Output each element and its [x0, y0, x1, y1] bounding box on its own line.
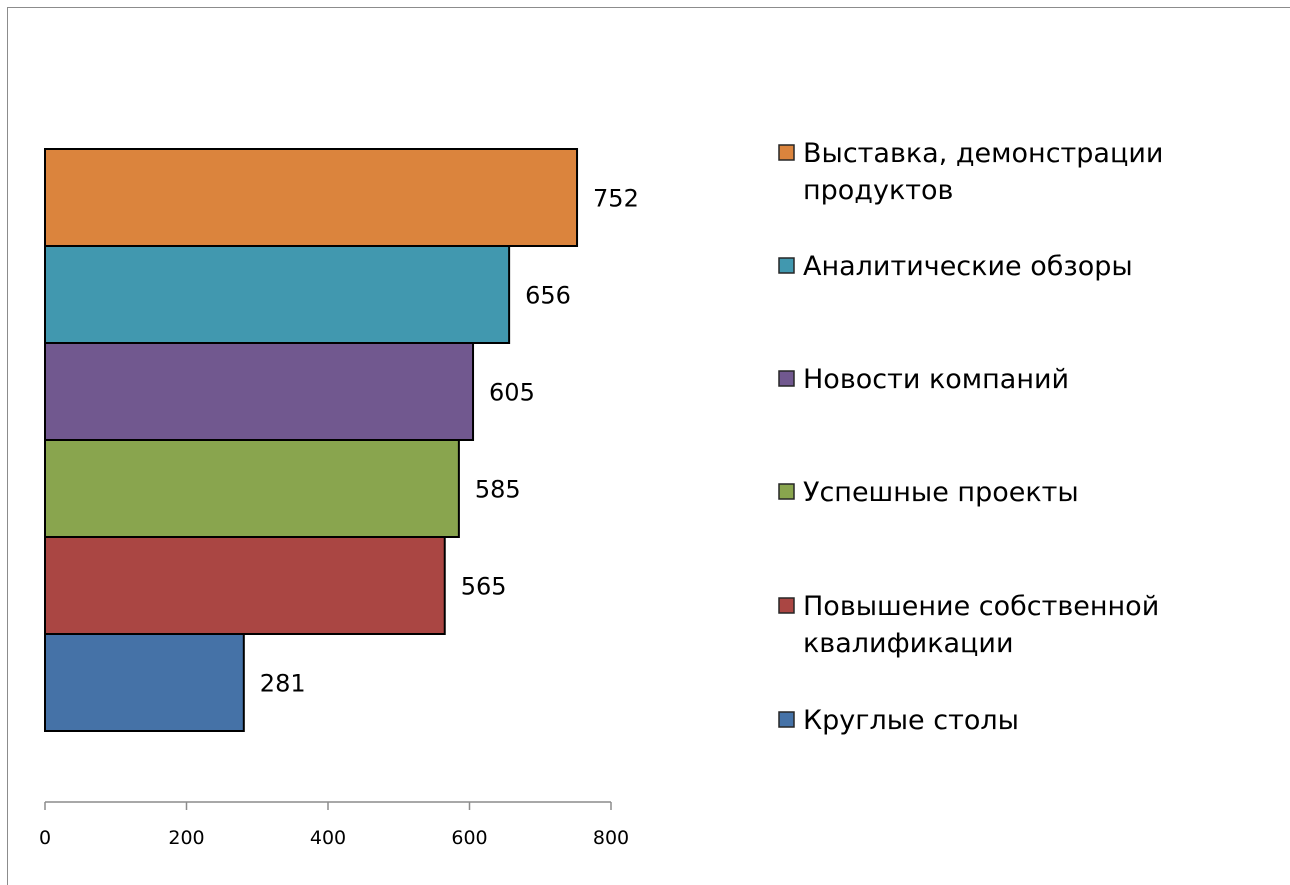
legend-item-новости-компаний: Новости компаний: [778, 364, 1069, 395]
bar-повышение-собственной-квалификации: [44, 536, 446, 635]
legend-swatch: [778, 144, 795, 161]
data-labels-group: 281 565 585 605 656 752: [260, 185, 639, 698]
x-tick-label: 600: [451, 827, 487, 849]
x-tick-label: 400: [310, 827, 346, 849]
data-label-повышение-собственной-квалификации: 565: [461, 573, 507, 601]
bar-выставка-демонстрации-продуктов: [44, 148, 579, 247]
legend-item-аналитические-обзоры: Аналитические обзоры: [778, 251, 1133, 282]
x-tick-label: 800: [593, 827, 629, 849]
bar-аналитические-обзоры: [44, 245, 511, 344]
legend: Выставка, демонстрации продуктов Аналитиче…: [778, 138, 1163, 736]
legend-item-повышение-собственной-квалификации: Повышение собственной квалификации: [778, 591, 1159, 659]
data-label-выставка-демонстрации-продуктов: 752: [593, 185, 639, 213]
legend-label: Круглые столы: [803, 705, 1019, 736]
data-label-успешные-проекты: 585: [475, 476, 521, 504]
legend-label: квалификации: [803, 628, 1014, 659]
legend-swatch: [778, 483, 795, 500]
legend-label: Выставка, демонстрации: [803, 138, 1163, 169]
legend-label: продуктов: [803, 175, 953, 206]
legend-swatch: [778, 711, 795, 728]
bar-новости-компаний: [44, 342, 475, 441]
legend-item-круглые-столы: Круглые столы: [778, 705, 1019, 736]
legend-label: Повышение собственной: [803, 591, 1159, 622]
bars-group: [44, 148, 579, 732]
x-axis: 0 200 400 600 800: [39, 801, 629, 849]
legend-label: Успешные проекты: [803, 477, 1079, 508]
legend-item-успешные-проекты: Успешные проекты: [778, 477, 1079, 508]
legend-swatch: [778, 257, 795, 274]
x-tick-label: 0: [39, 827, 51, 849]
legend-label: Аналитические обзоры: [803, 251, 1133, 282]
bar-успешные-проекты: [44, 439, 460, 538]
legend-swatch: [778, 370, 795, 387]
legend-label: Новости компаний: [803, 364, 1069, 395]
data-label-круглые-столы: 281: [260, 670, 306, 698]
x-tick-label: 200: [168, 827, 204, 849]
bar-круглые-столы: [44, 633, 245, 732]
data-label-аналитические-обзоры: 656: [525, 282, 571, 310]
legend-item-выставка-демонстрации-продуктов: Выставка, демонстрации продуктов: [778, 138, 1163, 206]
data-label-новости-компаний: 605: [489, 379, 535, 407]
legend-swatch: [778, 597, 795, 614]
